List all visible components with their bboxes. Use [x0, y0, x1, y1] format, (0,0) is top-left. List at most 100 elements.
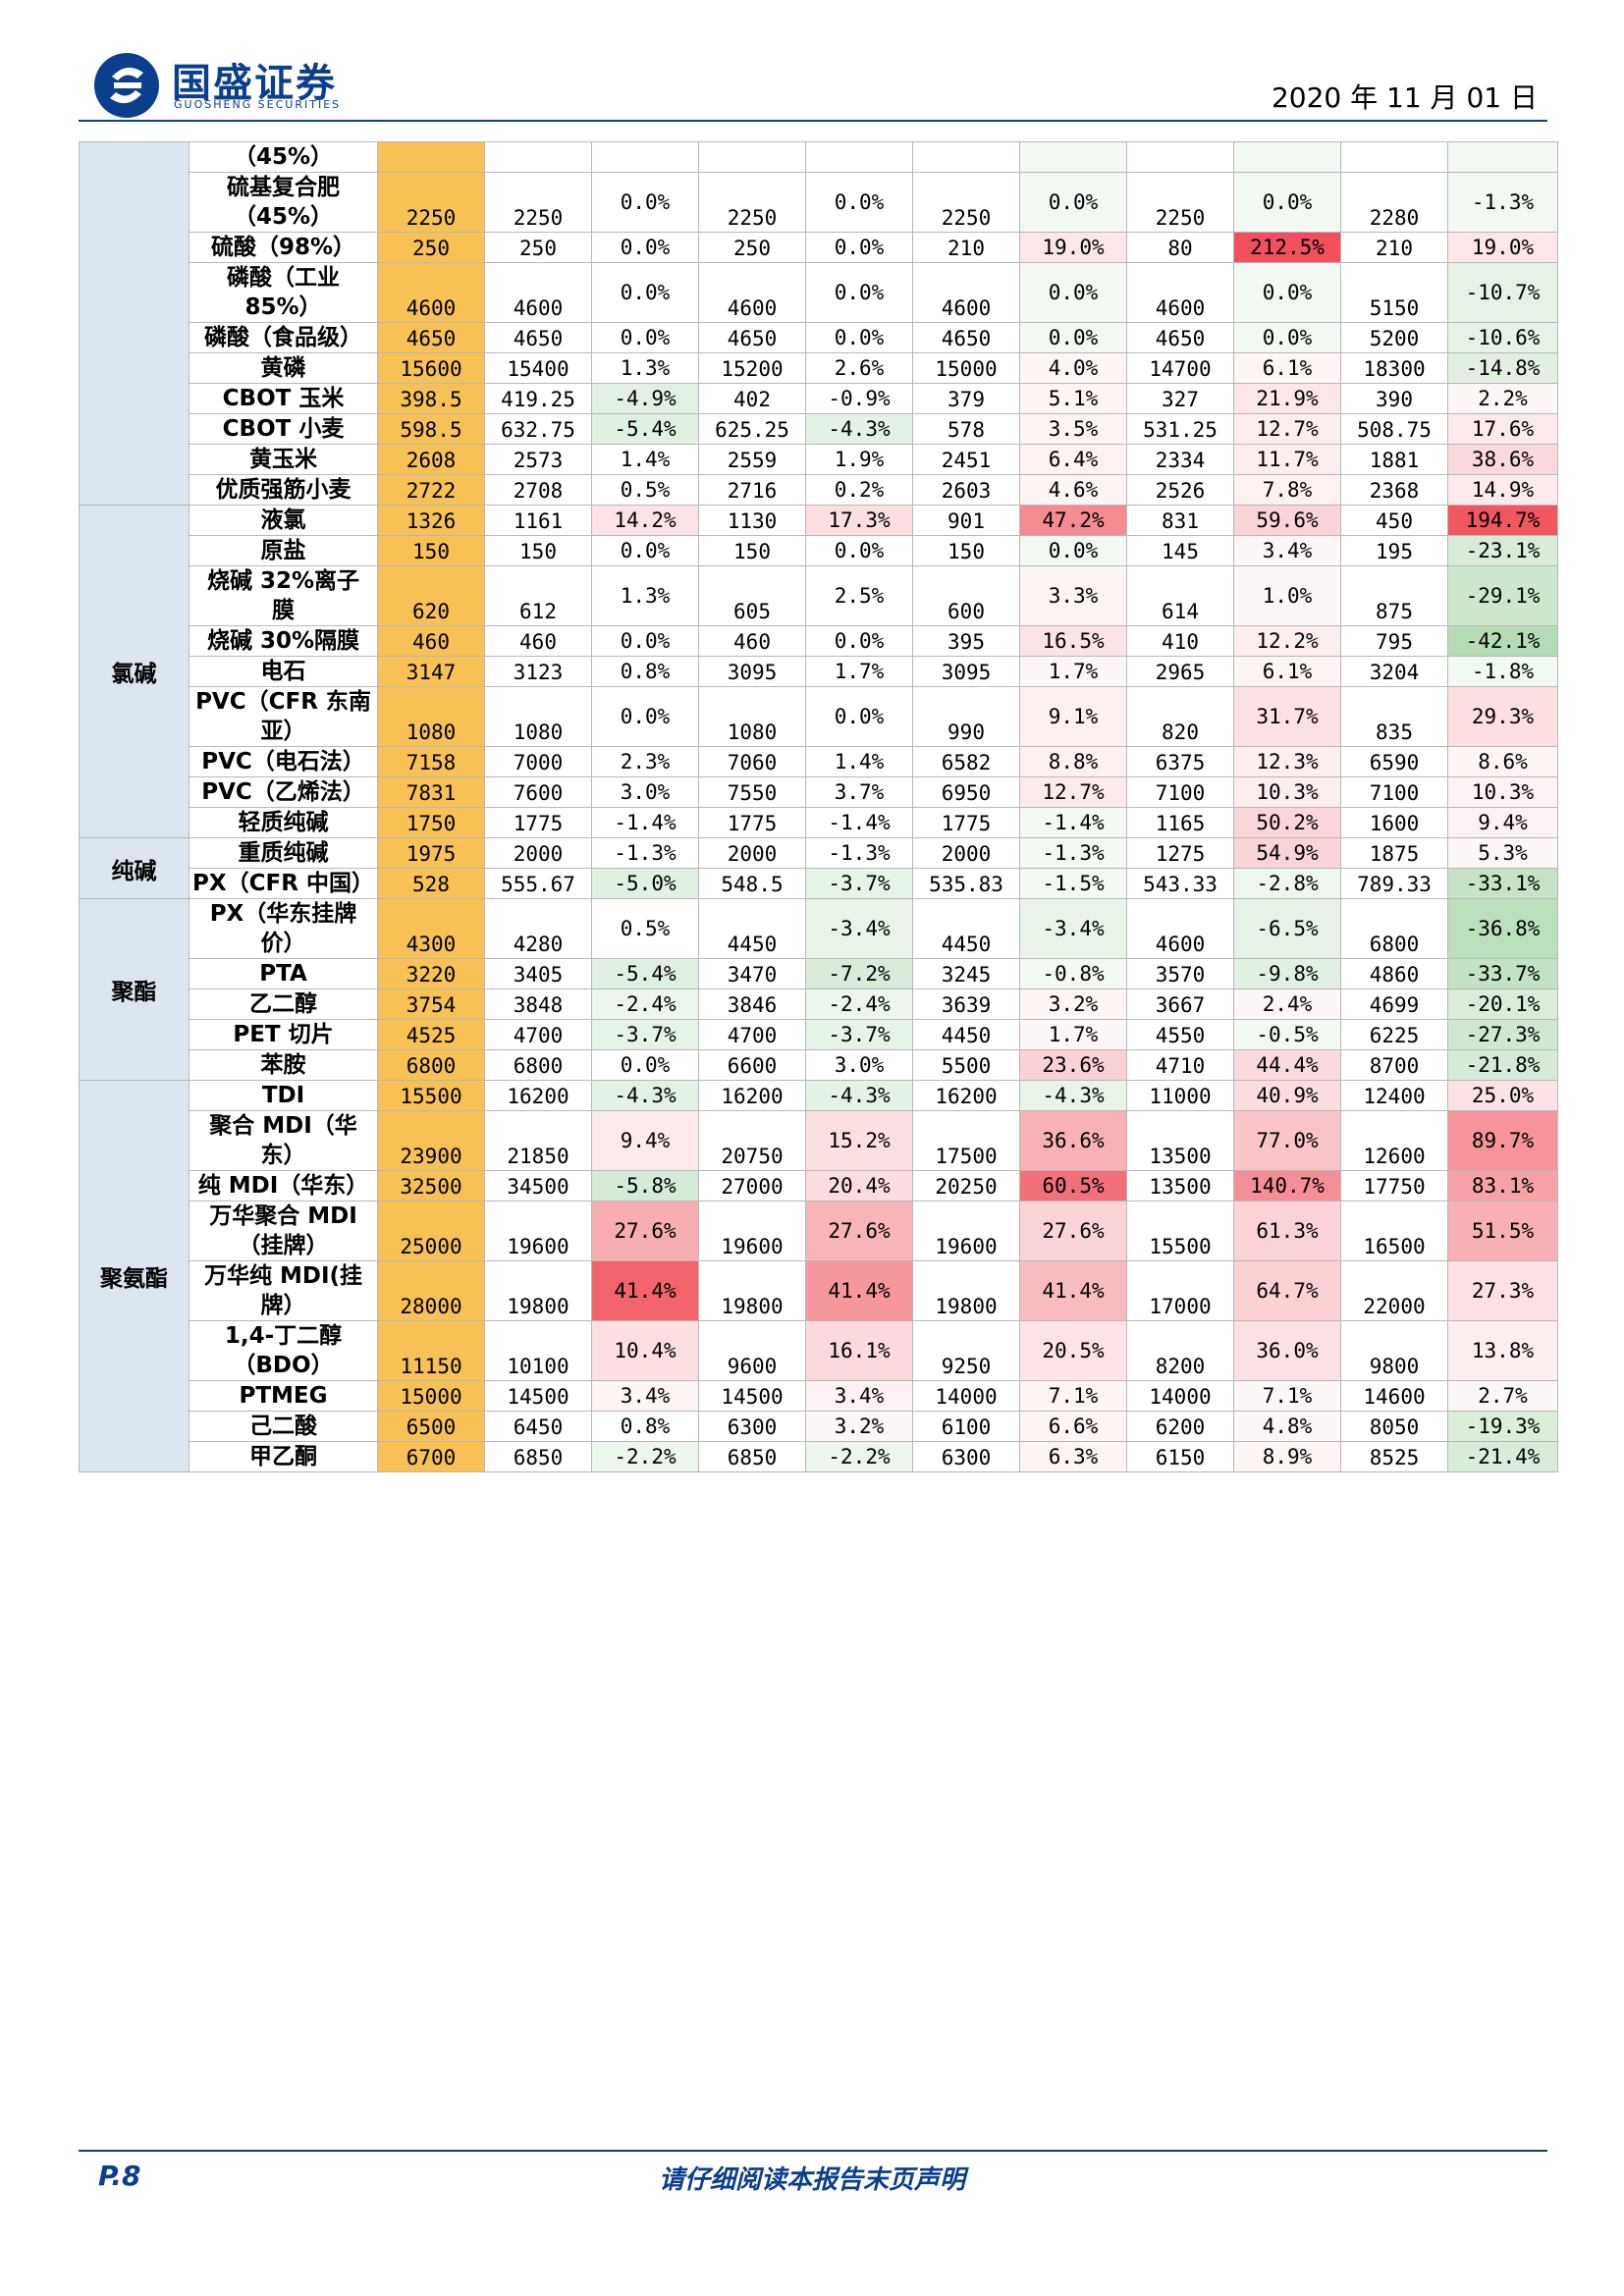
- current-price: 15000: [377, 1380, 485, 1412]
- pct-change: 12.2%: [1233, 625, 1341, 657]
- past-price: 548.5: [698, 868, 806, 899]
- table-row: 黄磷 15600 15400 1.3% 15200 2.6% 15000 4.0% 14700 6…: [80, 352, 1558, 384]
- pct-change: 44.4%: [1233, 1049, 1341, 1081]
- pct-change: -4.3%: [805, 413, 913, 445]
- pct-change: 0.0%: [591, 262, 699, 323]
- current-price: 6500: [377, 1411, 485, 1442]
- group-label: 聚酯: [79, 898, 189, 1081]
- past-price: 7060: [698, 746, 806, 777]
- past-price: 19600: [698, 1201, 806, 1261]
- past-price: 8525: [1340, 1441, 1448, 1472]
- past-price: 2000: [912, 837, 1020, 869]
- past-price: 4700: [484, 1019, 592, 1050]
- product-name-line: PTMEG: [239, 1383, 328, 1409]
- table-row: CBOT 小麦 598.5 632.75 -5.4% 625.25 -4.3% 578 3.5…: [80, 413, 1558, 445]
- pct-change: 20.4%: [805, 1170, 913, 1201]
- pct-change: 0.8%: [591, 1411, 699, 1442]
- pct-change: -1.3%: [1019, 837, 1127, 869]
- current-price: 1326: [377, 505, 485, 536]
- past-price: 19600: [484, 1201, 592, 1261]
- group-label: 纯碱: [79, 837, 189, 899]
- past-price: 4600: [698, 262, 806, 323]
- past-price: 19800: [484, 1260, 592, 1321]
- pct-change: -5.4%: [591, 413, 699, 445]
- pct-change: 20.5%: [1019, 1320, 1127, 1381]
- past-price: 6600: [698, 1049, 806, 1081]
- page-header: 国盛证券 GUOSHENG SECURITIES 2020 年 11 月 01 …: [79, 47, 1547, 122]
- current-price: 4525: [377, 1019, 485, 1050]
- table-row: PVC（乙烯法） 7831 7600 3.0% 7550 3.7% 6950 12.7% 710…: [80, 776, 1558, 808]
- pct-change: -5.8%: [591, 1170, 699, 1201]
- table-row: CBOT 玉米 398.5 419.25 -4.9% 402 -0.9% 379 5.1% 32…: [80, 383, 1558, 414]
- pct-change: 9.1%: [1019, 686, 1127, 747]
- past-price: 4600: [1126, 262, 1234, 323]
- pct-change: 7.1%: [1233, 1380, 1341, 1412]
- pct-change: -5.0%: [591, 868, 699, 899]
- table-row: 硫基复合肥 （45%） 2250 2250 0.0% 2250 0.0% 2250 0.0% 22…: [80, 172, 1558, 233]
- pct-change: -1.3%: [591, 837, 699, 869]
- pct-change: 0.5%: [591, 898, 699, 959]
- pct-change: 0.0%: [805, 262, 913, 323]
- pct-change: -1.3%: [805, 837, 913, 869]
- pct-change: 59.6%: [1233, 505, 1341, 536]
- table-row: 烧碱 30%隔膜 460 460 0.0% 460 0.0% 395 16.5% 410 12.2…: [80, 625, 1558, 657]
- current-price: 528: [377, 868, 485, 899]
- footer-disclaimer: 请仔细阅读本报告末页声明: [658, 2165, 965, 2195]
- guosheng-logo-icon: [94, 53, 159, 118]
- past-price: 2965: [1126, 656, 1234, 687]
- pct-change: 14.9%: [1447, 474, 1558, 506]
- page-number: P.8: [98, 2160, 141, 2192]
- table-row: 氯碱 液氯 1326 1161 14.2% 1130 17.3% 901 47.2% 831 59.…: [79, 505, 1558, 838]
- past-price: 150: [484, 535, 592, 566]
- past-price: 3848: [484, 988, 592, 1020]
- pct-change: 3.7%: [805, 776, 913, 808]
- table-row: 己二酸 6500 6450 0.8% 6300 3.2% 6100 6.6% 6200 4.8% 8…: [80, 1411, 1558, 1442]
- table-row: 硫酸（98%） 250 250 0.0% 250 0.0% 210 19.0% 80 212.5%…: [80, 232, 1558, 263]
- table-row: 优质强筋小麦 2722 2708 0.5% 2716 0.2% 2603 4.6% 2526 7.…: [80, 474, 1558, 506]
- product-name: 液氯: [189, 505, 378, 536]
- current-price: 1975: [377, 837, 485, 869]
- pct-change: 5.3%: [1447, 837, 1558, 869]
- product-name-line: （BDO）: [233, 1353, 334, 1378]
- past-price: 3245: [912, 958, 1020, 989]
- product-name: PET 切片: [189, 1019, 378, 1050]
- current-price: 3147: [377, 656, 485, 687]
- pct-change: 3.4%: [591, 1380, 699, 1412]
- pct-change: 1.3%: [591, 352, 699, 384]
- pct-change: -1.4%: [591, 807, 699, 838]
- past-price: 410: [1126, 625, 1234, 657]
- pct-change: 77.0%: [1233, 1110, 1341, 1171]
- pct-change: -21.8%: [1447, 1049, 1558, 1081]
- pct-change: 0.0%: [591, 625, 699, 657]
- table-row: 轻质纯碱 1750 1775 -1.4% 1775 -1.4% 1775 -1.4% 1165 5…: [80, 807, 1558, 838]
- product-name: 黄磷: [189, 352, 378, 384]
- past-price: 2603: [912, 474, 1020, 506]
- past-price: 7100: [1126, 776, 1234, 808]
- table-row: 乙二醇 3754 3848 -2.4% 3846 -2.4% 3639 3.2% 3667 2.4…: [80, 988, 1558, 1020]
- pct-change: -4.9%: [591, 383, 699, 414]
- product-name: 万华纯 MDI(挂 牌）: [189, 1260, 378, 1321]
- pct-change: 16.1%: [805, 1320, 913, 1381]
- past-price: 210: [1340, 232, 1448, 263]
- pct-change: 140.7%: [1233, 1170, 1341, 1201]
- pct-change: 19.0%: [1447, 232, 1558, 263]
- group-label: 聚氨酯: [79, 1080, 189, 1472]
- pct-change: 41.4%: [591, 1260, 699, 1321]
- table-row: 电石 3147 3123 0.8% 3095 1.7% 3095 1.7% 2965 6.1% 32…: [80, 656, 1558, 687]
- pct-change: 38.6%: [1447, 444, 1558, 475]
- past-price: 250: [484, 232, 592, 263]
- past-price: 600: [912, 565, 1020, 626]
- table-row: 万华聚合 MDI （挂牌） 25000 19600 27.6% 19600 27.6% 196…: [80, 1201, 1558, 1261]
- pct-change: -10.7%: [1447, 262, 1558, 323]
- past-price: 14500: [484, 1380, 592, 1412]
- table-row: 纯 MDI（华东） 32500 34500 -5.8% 27000 20.4% 20250 6…: [80, 1170, 1558, 1201]
- pct-change: -7.2%: [805, 958, 913, 989]
- pct-change: [1019, 141, 1127, 173]
- pct-change: 0.0%: [805, 322, 913, 353]
- past-price: 9250: [912, 1320, 1020, 1381]
- past-price: 19600: [912, 1201, 1020, 1261]
- pct-change: -2.2%: [805, 1441, 913, 1472]
- product-name: 重质纯碱: [189, 837, 378, 869]
- product-name-line: 轻质纯碱: [238, 810, 329, 835]
- pct-change: 0.0%: [805, 172, 913, 233]
